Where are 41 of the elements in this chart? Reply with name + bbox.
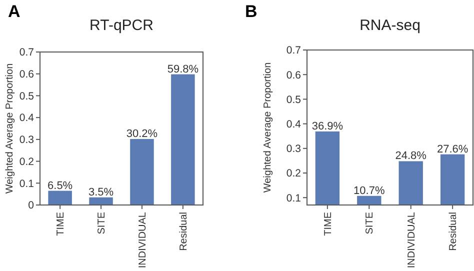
y-tick-label: 0.3 [286,143,302,156]
chart-title: RT-qPCR [90,17,154,34]
y-tick-label: 0.4 [286,118,302,130]
bar [48,190,72,205]
data-label: 27.6% [436,143,468,156]
data-label: 24.8% [395,150,427,162]
y-tick-label: 0.7 [286,44,302,57]
x-tick-label: TIME [322,212,334,236]
x-tick-label: TIME [56,212,67,236]
y-tick-label: 0.6 [286,69,302,82]
data-label: 30.2% [126,128,158,140]
x-tick-label: INDIVIDUAL [137,212,148,268]
y-tick-label: 0 [28,200,34,212]
x-tick-label: SITE [364,212,376,234]
x-tick-label: INDIVIDUAL [406,212,418,268]
y-tick-label: 0.5 [286,94,302,106]
x-tick-label: Residual [178,212,190,251]
y-axis-title: Weighted Average Proportion [262,62,274,193]
x-tick-label: SITE [96,212,108,234]
y-tick-label: 0.5 [19,90,34,102]
text: B [245,2,258,21]
y-tick-label: 0.2 [286,168,302,180]
y-tick-label: 0.3 [19,134,34,146]
y-axis-title: Weighted Average Proportion [4,63,16,194]
data-label: 36.9% [312,120,344,132]
y-tick-label: 0.7 [19,46,34,59]
data-label: 3.5% [88,186,114,198]
text: A [8,2,20,21]
x-tick-label: Residual [448,212,460,251]
bar [171,74,195,205]
chart-title: RNA-seq [360,17,420,34]
bar [89,197,113,205]
y-tick-label: 0.4 [19,112,34,124]
data-label: 6.5% [48,180,73,192]
y-tick-label: 0.1 [286,192,302,204]
bar [130,138,154,205]
y-tick-label: 0.1 [19,178,34,190]
data-label: 10.7% [354,184,385,197]
y-tick-label: 0.6 [19,68,34,81]
data-label: 59.8% [167,63,199,76]
y-tick-label: 0.2 [19,156,34,168]
